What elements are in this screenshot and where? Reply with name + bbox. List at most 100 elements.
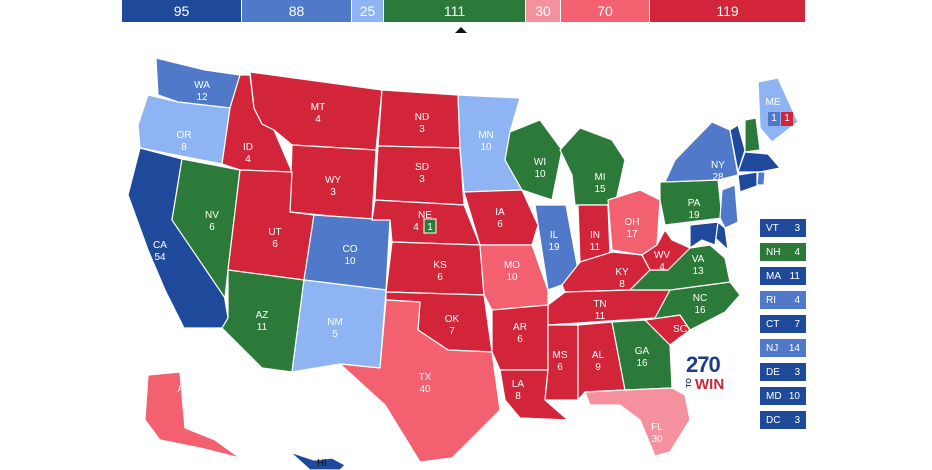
state-label-ar: AR <box>513 322 527 333</box>
small-state-ev: 7 <box>794 318 800 330</box>
state-wv[interactable] <box>641 229 691 271</box>
small-state-dc[interactable]: DC 3 <box>760 411 806 429</box>
small-state-nh[interactable]: NH 4 <box>760 243 806 261</box>
state-ev-ms: 6 <box>557 362 563 373</box>
small-state-ev: 4 <box>794 246 800 258</box>
state-wi[interactable] <box>504 119 563 201</box>
state-label-in: IN <box>590 230 600 241</box>
state-label-hi: HI <box>317 458 327 469</box>
nh-shape[interactable] <box>744 117 761 153</box>
ct-shape[interactable] <box>737 171 758 193</box>
state-ev-la: 8 <box>515 391 521 402</box>
small-state-de[interactable]: DE 3 <box>760 363 806 381</box>
state-label-la: LA <box>512 379 525 390</box>
state-ga[interactable] <box>611 319 673 391</box>
state-ev-mi: 15 <box>594 184 606 195</box>
state-label-wa: WA <box>194 80 210 91</box>
ri-shape[interactable] <box>756 171 766 186</box>
me-district-1[interactable]: 1 <box>768 112 780 126</box>
state-ev-ut: 6 <box>272 239 278 250</box>
small-state-abbr: MD <box>766 390 782 402</box>
ne-district-box[interactable] <box>423 218 437 234</box>
state-az[interactable] <box>221 269 305 373</box>
small-state-abbr: NH <box>766 246 781 258</box>
small-state-abbr: RI <box>766 294 776 306</box>
electoral-tally-bar: 95 88 25 111 30 70 119 <box>122 0 805 22</box>
state-ms[interactable] <box>544 324 579 401</box>
state-ev-va: 13 <box>692 266 704 277</box>
state-ev-wi: 10 <box>534 169 546 180</box>
small-state-ma[interactable]: MA 11 <box>760 267 806 285</box>
state-label-ms: MS <box>553 350 568 361</box>
state-ev-il: 19 <box>548 242 560 253</box>
small-state-abbr: DC <box>766 414 781 426</box>
state-label-tx: TX <box>419 372 432 383</box>
tally-segment-likely_dem: 88 <box>242 0 352 22</box>
state-label-mi: MI <box>594 172 605 183</box>
state-hi[interactable] <box>289 451 346 470</box>
state-label-ga: GA <box>635 346 650 357</box>
state-label-ks: KS <box>433 260 447 271</box>
me-district-2[interactable]: 1 <box>781 112 793 126</box>
ma-shape[interactable] <box>737 151 781 173</box>
state-label-wy: WY <box>325 175 341 186</box>
nj-shape[interactable] <box>719 184 739 229</box>
state-label-wv: WV <box>654 250 670 261</box>
state-ev-co: 10 <box>344 256 356 267</box>
small-state-ri[interactable]: RI 4 <box>760 291 806 309</box>
state-ev-nc: 16 <box>694 305 706 316</box>
state-me[interactable] <box>757 77 799 143</box>
small-state-ev: 4 <box>794 294 800 306</box>
state-ev-wv: 4 <box>659 262 665 273</box>
logo-to: TO <box>686 378 693 388</box>
state-ev-nm: 5 <box>332 329 338 340</box>
state-label-ak: AK <box>177 384 191 395</box>
state-ev-wy: 3 <box>330 187 336 198</box>
small-state-abbr: MA <box>766 270 781 282</box>
state-ev-oh: 17 <box>626 229 638 240</box>
state-ev-tx: 40 <box>419 384 431 395</box>
state-label-ny: NY <box>711 160 725 171</box>
state-label-sc: SC <box>673 324 687 335</box>
small-state-nj[interactable]: NJ 14 <box>760 339 806 357</box>
state-ak[interactable] <box>144 371 241 459</box>
small-state-ct[interactable]: CT 7 <box>760 315 806 333</box>
tally-segment-safe_dem: 95 <box>122 0 242 22</box>
state-ev-nv: 6 <box>209 222 215 233</box>
small-state-vt[interactable]: VT 3 <box>760 219 806 237</box>
small-state-ev: 14 <box>788 342 800 354</box>
state-label-fl: FL <box>651 422 663 433</box>
state-label-co: CO <box>343 244 358 255</box>
state-ev-nd: 3 <box>419 124 425 135</box>
state-ev-ca: 54 <box>154 252 166 263</box>
logo-number: 270 <box>686 352 721 377</box>
state-label-ne: NE <box>418 210 432 221</box>
state-ev-mt: 4 <box>315 114 321 125</box>
state-label-ky: KY <box>615 267 629 278</box>
state-ia[interactable] <box>463 189 539 246</box>
state-ny[interactable] <box>664 121 739 183</box>
state-label-ia: IA <box>495 207 505 218</box>
md-shape[interactable] <box>689 221 719 249</box>
state-nv[interactable] <box>171 158 241 299</box>
state-label-nv: NV <box>205 210 219 221</box>
tally-segment-likely_rep: 70 <box>561 0 650 22</box>
small-state-md[interactable]: MD 10 <box>760 387 806 405</box>
270towin-logo[interactable]: 270 TO WIN <box>686 354 730 400</box>
small-state-abbr: CT <box>766 318 780 330</box>
tally-segment-safe_rep: 119 <box>650 0 805 22</box>
state-label-ok: OK <box>445 314 460 325</box>
state-tx[interactable] <box>339 299 501 463</box>
state-label-va: VA <box>692 254 705 265</box>
small-state-ev: 10 <box>788 390 800 402</box>
small-state-ev: 11 <box>789 270 800 282</box>
state-fl[interactable] <box>584 387 691 457</box>
logo-win: WIN <box>695 376 725 393</box>
state-ev-ia: 6 <box>497 219 503 230</box>
state-mi[interactable] <box>559 127 626 206</box>
small-state-abbr: DE <box>766 366 780 378</box>
state-ev-az: 11 <box>257 322 268 333</box>
state-label-mo: MO <box>504 260 520 271</box>
state-label-az: AZ <box>256 310 269 321</box>
